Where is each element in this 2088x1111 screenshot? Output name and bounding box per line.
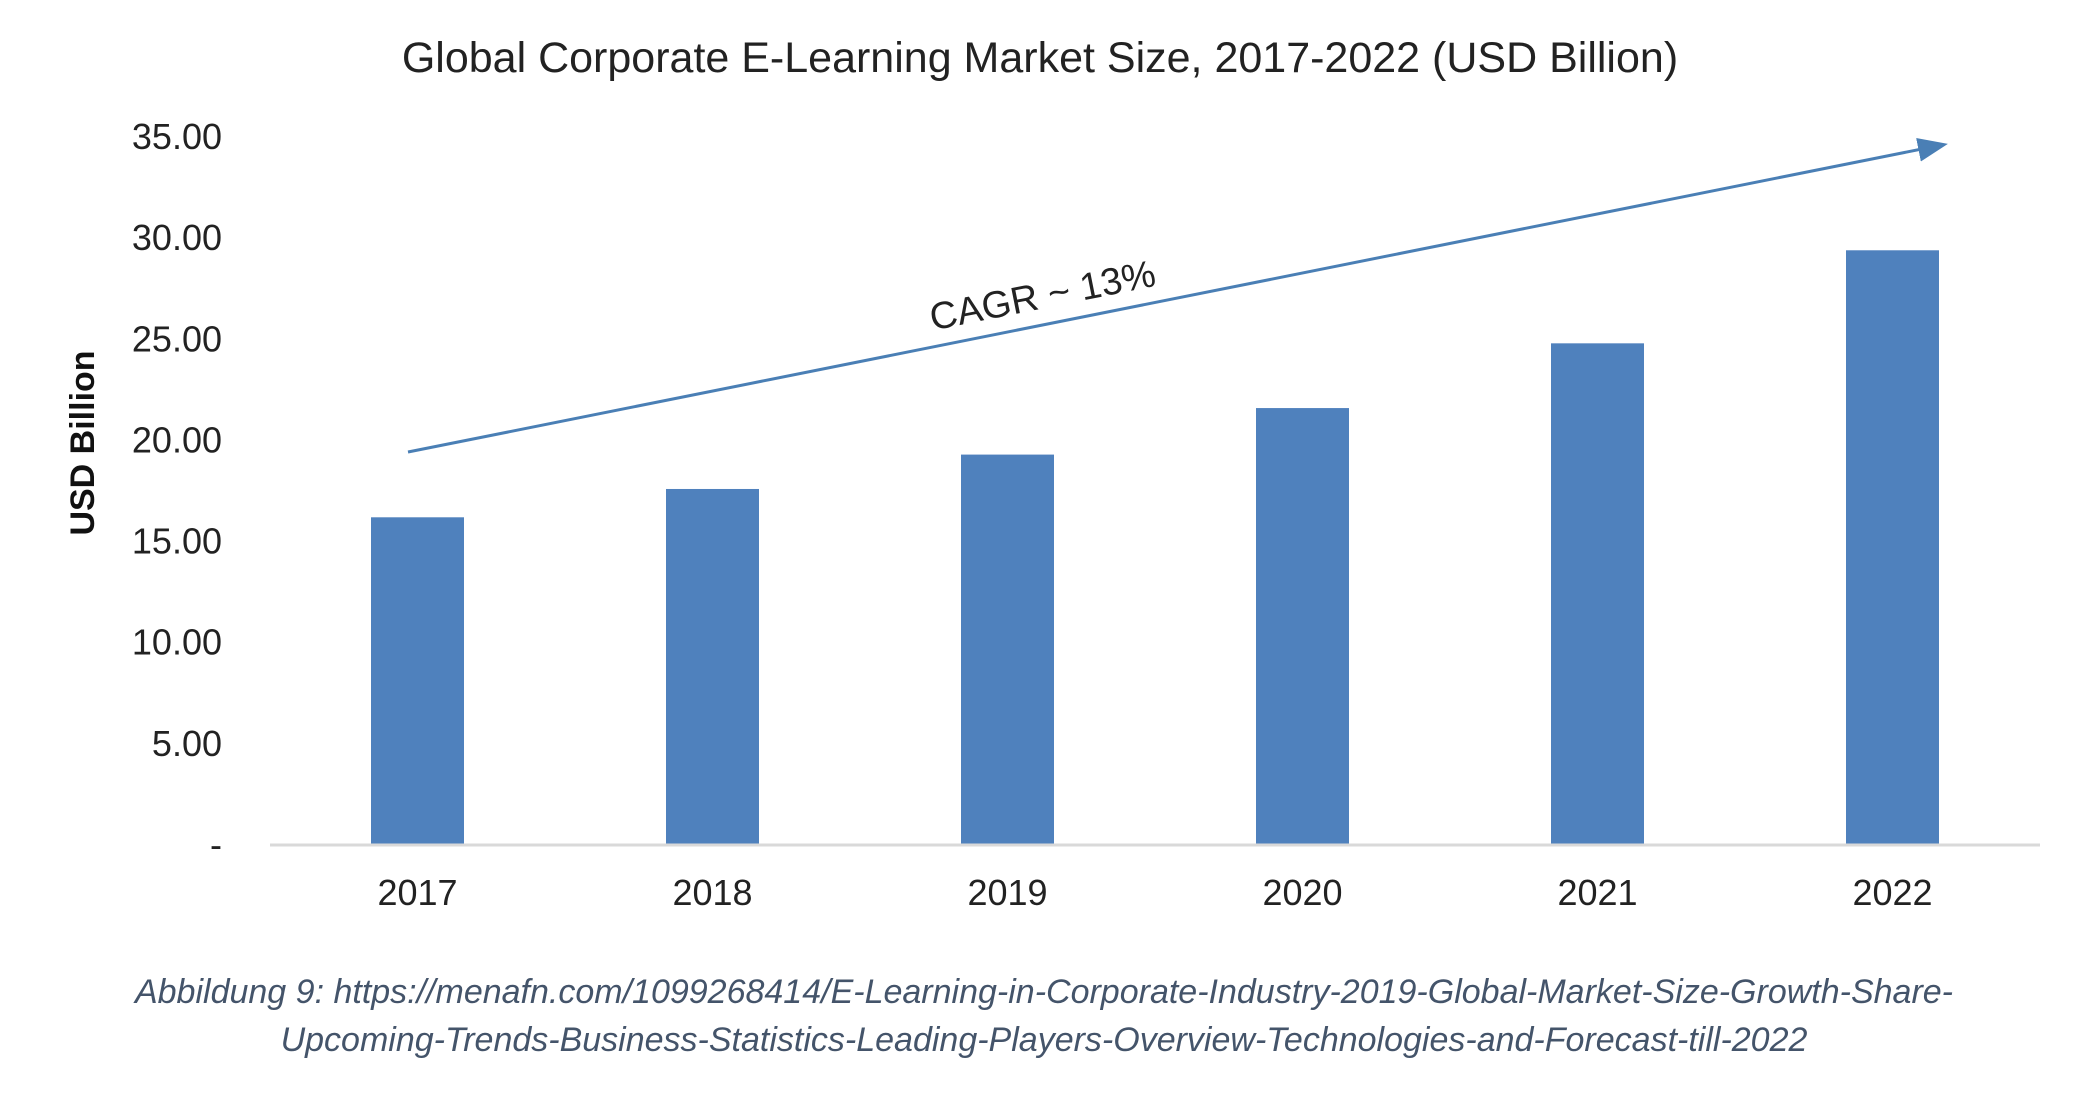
bar-2018 <box>666 488 759 845</box>
bar-2019 <box>961 454 1054 845</box>
bars <box>371 250 1939 845</box>
y-axis-label: USD Billion <box>64 350 102 535</box>
y-tick-label: - <box>210 824 222 865</box>
bar-2020 <box>1256 408 1349 845</box>
x-tick-label: 2021 <box>1557 872 1637 913</box>
bar-2022 <box>1846 250 1939 845</box>
y-tick-label: 10.00 <box>132 622 222 663</box>
y-tick-label: 30.00 <box>132 217 222 258</box>
chart: Global Corporate E-Learning Market Size,… <box>64 34 2040 913</box>
y-tick-label: 5.00 <box>152 723 222 764</box>
cagr-arrow <box>407 137 1948 454</box>
chart-title: Global Corporate E-Learning Market Size,… <box>402 34 1678 82</box>
x-tick-label: 2017 <box>377 872 457 913</box>
figure-caption: Abbildung 9: https://menafn.com/10992684… <box>0 968 2088 1064</box>
y-tick-label: 20.00 <box>132 419 222 460</box>
x-tick-label: 2022 <box>1852 872 1932 913</box>
x-axis-ticks: 2017 2018 2019 2020 2021 2022 <box>377 872 1932 913</box>
bar-2021 <box>1551 343 1644 845</box>
y-tick-label: 15.00 <box>132 521 222 562</box>
caption-line-2: Upcoming-Trends-Business-Statistics-Lead… <box>280 1021 1808 1059</box>
x-tick-label: 2020 <box>1262 872 1342 913</box>
y-tick-label: 35.00 <box>132 116 222 157</box>
y-tick-label: 25.00 <box>132 318 222 359</box>
x-tick-label: 2018 <box>672 872 752 913</box>
x-tick-label: 2019 <box>967 872 1047 913</box>
bar-2017 <box>371 517 464 845</box>
caption-line-1: Abbildung 9: https://menafn.com/10992684… <box>134 973 1954 1011</box>
y-axis-ticks: - 5.00 10.00 15.00 20.00 25.00 30.00 35.00 <box>132 116 222 865</box>
